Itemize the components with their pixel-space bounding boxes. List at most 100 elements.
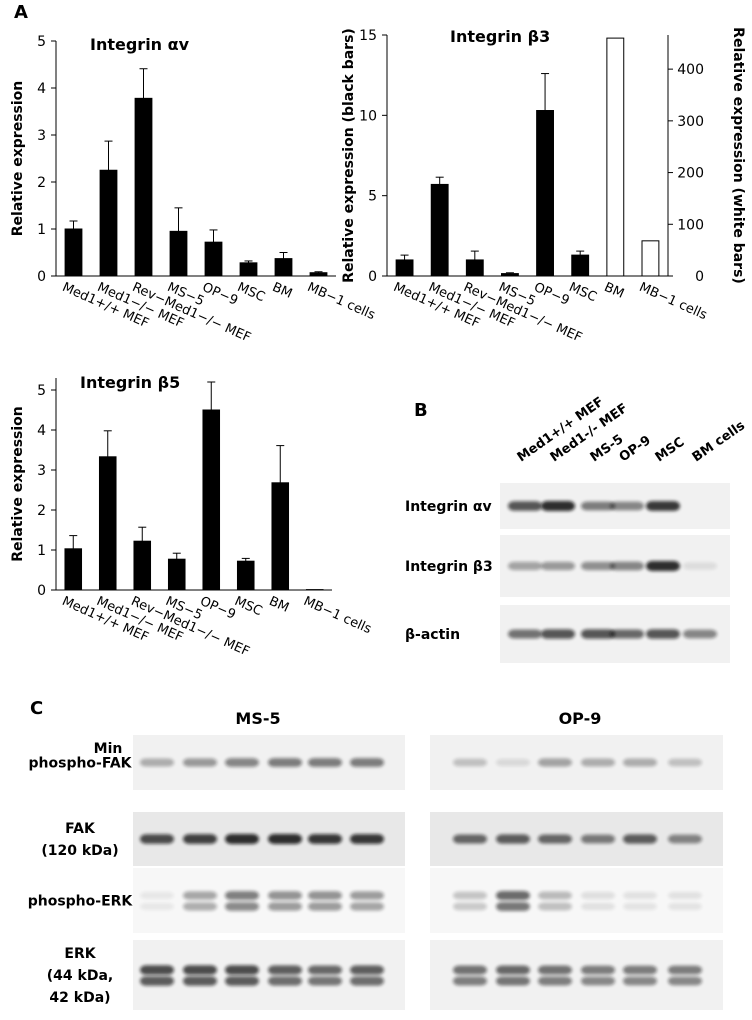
y2-tick-label: 100	[677, 217, 704, 233]
x-tick-label: MSC	[232, 594, 264, 619]
blot-image	[430, 812, 723, 866]
blot-band	[496, 834, 530, 844]
bar	[571, 254, 590, 277]
blot-band	[496, 758, 530, 767]
blot-band	[541, 501, 575, 511]
bar	[169, 230, 188, 277]
blot-band	[225, 834, 259, 844]
blot-band	[183, 976, 217, 986]
y-tick-label: 1	[37, 222, 46, 238]
y-tick-label: 4	[37, 81, 46, 97]
error-bar	[172, 552, 181, 560]
blot-band	[453, 758, 487, 767]
blot-band	[623, 965, 657, 975]
blot-band	[610, 561, 644, 571]
blot-band	[140, 758, 174, 767]
blot-band	[623, 891, 657, 900]
error-bar	[314, 271, 323, 273]
bar	[536, 110, 554, 277]
bar	[64, 548, 83, 591]
y-axis-label: Relative expression	[10, 406, 26, 562]
blot-band	[183, 834, 217, 844]
blot-band	[350, 891, 384, 900]
blot-band	[350, 758, 384, 767]
blot-band	[623, 902, 657, 911]
blot-band	[581, 758, 615, 767]
blot-background	[430, 868, 723, 933]
row-label: FAK	[65, 821, 96, 837]
x-tick-label: BM	[267, 594, 292, 616]
blot-image	[430, 735, 723, 790]
blot-band	[225, 902, 259, 911]
y-tick-label: 2	[37, 503, 46, 519]
blot-band	[581, 501, 615, 511]
blot-band	[508, 629, 542, 639]
blot-band	[225, 976, 259, 986]
bar	[204, 241, 223, 277]
y-tick-label: 2	[37, 175, 46, 191]
group-title: MS-5	[235, 709, 280, 728]
blot-band	[646, 501, 680, 511]
chart-title: Integrin β3	[450, 27, 550, 46]
blot-band	[496, 890, 530, 901]
blot-band	[581, 902, 615, 911]
blot-band	[350, 976, 384, 986]
error-bar	[104, 140, 113, 171]
error-bar	[139, 68, 148, 99]
bar	[133, 540, 152, 591]
blot-band	[268, 891, 302, 900]
row-label: β-actin	[405, 627, 460, 643]
error-bar	[576, 250, 585, 256]
blot-band	[268, 834, 302, 844]
bar	[309, 272, 328, 277]
row-label: 42 kDa)	[49, 990, 110, 1006]
error-bar	[541, 73, 550, 111]
chart-title: Integrin αv	[90, 35, 190, 54]
error-bar	[69, 220, 78, 229]
blot-band	[668, 976, 702, 986]
y2-tick-label: 200	[677, 166, 704, 182]
blot-band	[508, 561, 542, 571]
row-label: phospho-ERK	[28, 894, 134, 910]
blot-band	[581, 891, 615, 900]
blot-band	[496, 976, 530, 986]
blot-band	[453, 902, 487, 911]
bar	[236, 560, 255, 591]
error-bar	[276, 445, 285, 483]
y-tick-label: 0	[368, 269, 377, 285]
x-tick-label: MB−1 cells	[301, 594, 374, 637]
blot-band	[453, 976, 487, 986]
blot-band	[268, 758, 302, 767]
blot-band	[308, 758, 342, 767]
blot-band	[668, 891, 702, 900]
error-bar	[244, 260, 253, 263]
y-tick-label: 5	[37, 34, 46, 50]
y-tick-label: 0	[37, 583, 46, 599]
blot-band	[623, 834, 657, 844]
x-tick-label: MB−1 cells	[637, 280, 710, 323]
y2-tick-label: 300	[677, 114, 704, 130]
blot-band	[268, 902, 302, 911]
x-tick-label: MB−1 cells	[305, 280, 378, 323]
blot-band	[350, 902, 384, 911]
blot-band	[646, 561, 680, 571]
blot-band	[581, 976, 615, 986]
lane-label: MSC	[653, 435, 688, 466]
blot-band	[350, 834, 384, 844]
blot-image	[500, 605, 730, 663]
group-title: OP-9	[559, 709, 602, 728]
blot-band	[140, 834, 174, 844]
blot-band	[308, 891, 342, 900]
blot-band	[541, 629, 575, 639]
x-tick-label: OP−9	[200, 280, 240, 309]
blot-band	[140, 902, 174, 911]
blot-band	[610, 501, 644, 511]
x-tick-label: BM	[602, 280, 627, 302]
bar	[641, 240, 660, 277]
blot-band	[610, 629, 644, 639]
error-bar	[207, 381, 216, 410]
blot-band	[453, 834, 487, 844]
bar	[134, 97, 153, 277]
blot-band	[268, 976, 302, 986]
blot-band	[140, 976, 174, 986]
